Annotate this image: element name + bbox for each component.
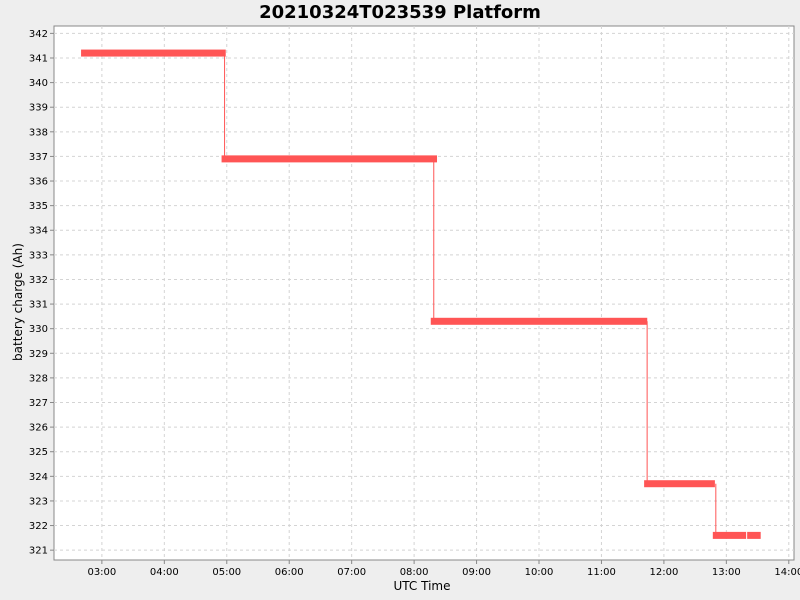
- x-tick-label: 14:00: [774, 567, 800, 578]
- y-tick-label: 325: [29, 447, 48, 458]
- y-tick-label: 342: [29, 29, 48, 40]
- x-tick-label: 04:00: [150, 567, 179, 578]
- y-tick-label: 341: [29, 53, 48, 64]
- y-tick-label: 326: [29, 423, 48, 434]
- x-axis-label: UTC Time: [394, 579, 451, 593]
- x-tick-label: 09:00: [462, 567, 491, 578]
- y-tick-label: 322: [29, 521, 48, 532]
- y-tick-label: 331: [29, 300, 48, 311]
- y-axis-label: battery charge (Ah): [11, 243, 25, 361]
- y-tick-label: 324: [29, 472, 48, 483]
- series-segment: [81, 49, 226, 57]
- x-tick-label: 13:00: [712, 567, 741, 578]
- y-tick-label: 330: [29, 324, 48, 335]
- series-segment: [430, 317, 648, 325]
- y-tick-label: 327: [29, 398, 48, 409]
- y-tick-label: 339: [29, 103, 48, 114]
- x-tick-label: 06:00: [275, 567, 304, 578]
- grid-layer: [54, 26, 794, 560]
- x-tick-label: 08:00: [400, 567, 429, 578]
- y-tick-label: 336: [29, 177, 48, 188]
- y-tick-label: 332: [29, 275, 48, 286]
- x-tick-label: 07:00: [337, 567, 366, 578]
- x-tick-label: 05:00: [212, 567, 241, 578]
- y-tick-label: 338: [29, 127, 48, 138]
- y-axis: 321 322 323 324 325 326 327 328 329 330 331 332 333 3…: [29, 29, 54, 557]
- series-segment: [644, 480, 715, 488]
- y-tick-label: 333: [29, 250, 48, 261]
- y-tick-label: 328: [29, 373, 48, 384]
- plot-area: [53, 25, 795, 561]
- series-segment: [221, 155, 438, 163]
- series-segment: [712, 531, 747, 539]
- x-tick-label: 10:00: [525, 567, 554, 578]
- x-tick-label: 11:00: [587, 567, 616, 578]
- y-tick-label: 323: [29, 496, 48, 507]
- y-tick-label: 340: [29, 78, 48, 89]
- series-segment: [747, 531, 761, 539]
- x-axis: 03:00 04:00 05:00 06:00 07:00 08:00 09:00 10:00…: [87, 560, 800, 578]
- x-tick-label: 03:00: [87, 567, 116, 578]
- y-tick-label: 329: [29, 349, 48, 360]
- series-layer: [81, 49, 761, 539]
- chart-title: 20210324T023539 Platform: [259, 2, 541, 23]
- y-tick-label: 337: [29, 152, 48, 163]
- x-tick-label: 12:00: [649, 567, 678, 578]
- y-tick-label: 321: [29, 546, 48, 557]
- y-tick-label: 334: [29, 226, 48, 237]
- y-tick-label: 335: [29, 201, 48, 212]
